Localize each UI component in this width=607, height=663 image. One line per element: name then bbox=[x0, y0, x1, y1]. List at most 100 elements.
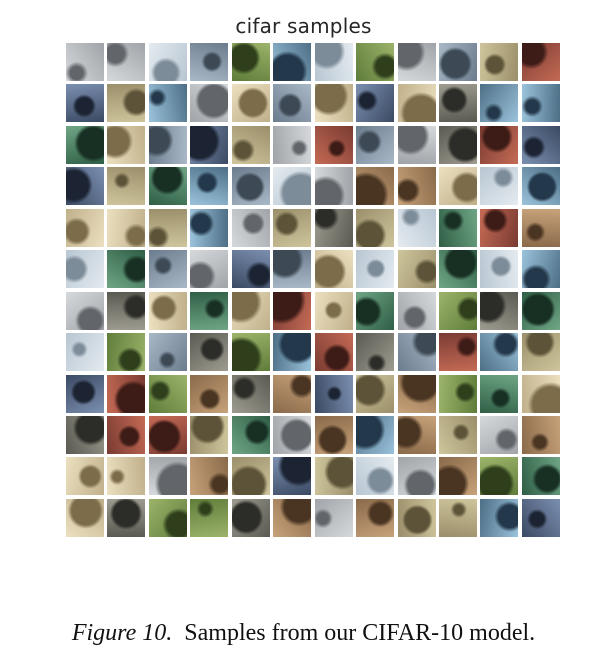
grid-title: cifar samples bbox=[235, 14, 372, 38]
sample-image bbox=[148, 457, 187, 496]
sample-image bbox=[107, 167, 146, 206]
sample-image bbox=[521, 498, 560, 537]
sample-image bbox=[438, 84, 477, 123]
sample-image bbox=[397, 333, 436, 372]
sample-image bbox=[438, 333, 477, 372]
sample-image bbox=[107, 333, 146, 372]
sample-image bbox=[480, 498, 519, 537]
sample-image bbox=[314, 415, 353, 454]
sample-image bbox=[66, 250, 104, 289]
sample-image bbox=[480, 84, 519, 123]
sample-image bbox=[356, 208, 395, 247]
sample-image bbox=[231, 333, 270, 372]
sample-image bbox=[521, 125, 560, 164]
sample-image bbox=[314, 208, 353, 247]
sample-image bbox=[397, 208, 436, 247]
sample-image bbox=[107, 125, 146, 164]
sample-image bbox=[190, 498, 229, 537]
sample-image bbox=[521, 43, 560, 81]
sample-image bbox=[190, 43, 229, 81]
sample-image bbox=[273, 84, 312, 123]
sample-image bbox=[314, 333, 353, 372]
sample-image bbox=[314, 125, 353, 164]
sample-image bbox=[66, 43, 104, 81]
sample-image bbox=[273, 457, 312, 496]
sample-image bbox=[521, 457, 560, 496]
sample-image bbox=[190, 167, 229, 206]
sample-image bbox=[273, 125, 312, 164]
sample-image bbox=[231, 374, 270, 413]
sample-image bbox=[356, 291, 395, 330]
sample-image bbox=[190, 250, 229, 289]
sample-image bbox=[66, 374, 104, 413]
sample-image bbox=[107, 84, 146, 123]
sample-image bbox=[356, 250, 395, 289]
sample-image bbox=[397, 125, 436, 164]
sample-image bbox=[190, 415, 229, 454]
sample-image bbox=[231, 415, 270, 454]
sample-image bbox=[356, 43, 395, 81]
sample-image bbox=[438, 498, 477, 537]
sample-image bbox=[314, 498, 353, 537]
sample-image bbox=[148, 374, 187, 413]
sample-image bbox=[314, 250, 353, 289]
sample-image bbox=[231, 208, 270, 247]
sample-image bbox=[273, 167, 312, 206]
sample-image bbox=[148, 125, 187, 164]
sample-image bbox=[66, 333, 104, 372]
sample-image bbox=[397, 43, 436, 81]
sample-image bbox=[356, 457, 395, 496]
sample-image bbox=[148, 43, 187, 81]
sample-image bbox=[314, 374, 353, 413]
sample-image bbox=[480, 250, 519, 289]
sample-image bbox=[438, 167, 477, 206]
sample-image bbox=[148, 250, 187, 289]
sample-image bbox=[480, 167, 519, 206]
sample-image bbox=[521, 415, 560, 454]
sample-image bbox=[231, 43, 270, 81]
sample-image bbox=[190, 374, 229, 413]
sample-image bbox=[273, 333, 312, 372]
sample-image bbox=[273, 43, 312, 81]
sample-image bbox=[66, 208, 104, 247]
sample-image bbox=[107, 457, 146, 496]
sample-image bbox=[66, 415, 104, 454]
sample-image bbox=[521, 208, 560, 247]
sample-image bbox=[190, 457, 229, 496]
sample-image bbox=[521, 333, 560, 372]
sample-image bbox=[438, 208, 477, 247]
sample-image bbox=[231, 498, 270, 537]
sample-image bbox=[314, 457, 353, 496]
sample-image bbox=[190, 125, 229, 164]
sample-image bbox=[148, 333, 187, 372]
sample-image bbox=[273, 374, 312, 413]
sample-image bbox=[231, 291, 270, 330]
sample-image bbox=[231, 250, 270, 289]
sample-image bbox=[521, 250, 560, 289]
sample-image bbox=[397, 167, 436, 206]
sample-image bbox=[356, 415, 395, 454]
sample-image bbox=[356, 498, 395, 537]
caption-text: Samples from our CIFAR-10 model. bbox=[184, 620, 536, 646]
sample-image bbox=[480, 125, 519, 164]
sample-image bbox=[438, 125, 477, 164]
figure-caption: Figure 10. Samples from our CIFAR-10 mod… bbox=[0, 620, 607, 647]
sample-image bbox=[107, 498, 146, 537]
sample-image bbox=[397, 457, 436, 496]
sample-image bbox=[438, 415, 477, 454]
sample-image bbox=[231, 125, 270, 164]
sample-image bbox=[148, 167, 187, 206]
sample-image bbox=[397, 415, 436, 454]
sample-image bbox=[107, 43, 146, 81]
sample-image bbox=[438, 43, 477, 81]
sample-image bbox=[438, 374, 477, 413]
sample-image bbox=[397, 374, 436, 413]
sample-image bbox=[356, 333, 395, 372]
caption-label: Figure 10. bbox=[71, 620, 173, 646]
sample-image bbox=[480, 374, 519, 413]
sample-image bbox=[356, 125, 395, 164]
sample-image bbox=[107, 415, 146, 454]
sample-image bbox=[480, 291, 519, 330]
sample-image bbox=[356, 374, 395, 413]
sample-image bbox=[66, 498, 104, 537]
